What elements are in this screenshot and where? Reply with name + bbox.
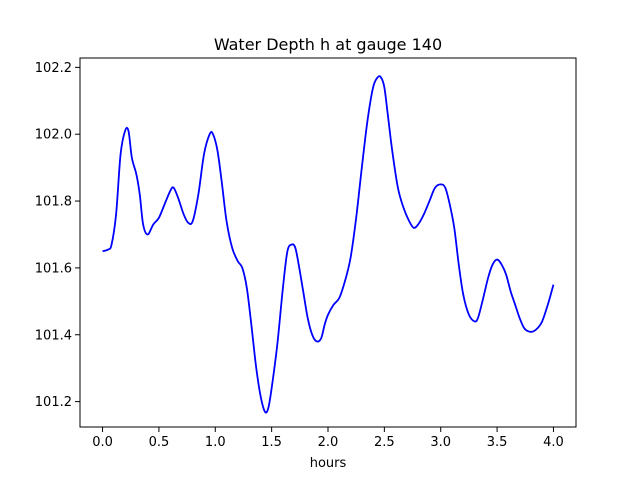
x-tick-label: 0.5	[149, 435, 170, 450]
y-tick-label: 102.2	[35, 61, 72, 76]
x-axis-label: hours	[310, 456, 347, 471]
x-tick-label: 4.0	[543, 435, 564, 450]
x-axis: 0.0 0.5 1.0 1.5 2.0 2.5 3.0 3.5 4.0	[92, 427, 564, 450]
y-tick-label: 101.8	[35, 195, 72, 210]
y-tick-label: 101.4	[35, 328, 72, 343]
x-tick-label: 2.0	[318, 435, 339, 450]
x-tick-label: 1.0	[205, 435, 226, 450]
y-tick-label: 102.0	[35, 128, 72, 143]
y-tick-label: 101.2	[35, 395, 72, 410]
y-tick-label: 101.6	[35, 261, 72, 276]
y-axis: 101.2 101.4 101.6 101.8 102.0 102.2	[35, 61, 80, 410]
x-tick-label: 3.0	[430, 435, 451, 450]
x-tick-label: 2.5	[374, 435, 395, 450]
chart-title: Water Depth h at gauge 140	[214, 35, 442, 54]
plot-area	[102, 75, 555, 414]
x-tick-label: 1.5	[261, 435, 282, 450]
x-tick-label: 3.5	[487, 435, 508, 450]
x-tick-label: 0.0	[92, 435, 113, 450]
series-line	[102, 75, 555, 414]
